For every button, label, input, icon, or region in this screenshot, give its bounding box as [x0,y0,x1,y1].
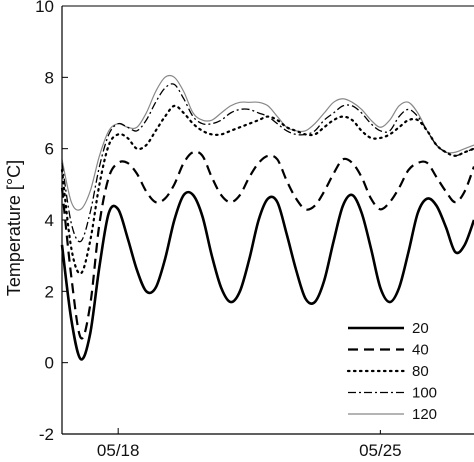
series-line-120 [61,74,474,211]
y-tick-label: 2 [45,282,54,301]
legend-label-40: 40 [412,342,429,359]
legend-label-20: 20 [412,320,429,337]
series-line-80 [60,104,474,275]
x-tick-label: 05/18 [97,441,140,460]
legend: 20 40 80 100 120 [338,316,472,430]
y-axis-label: Temperature [°C] [4,160,24,296]
y-tick-label: -2 [39,425,54,444]
legend-label-120: 120 [412,406,437,423]
x-tick-label: 05/25 [359,441,402,460]
series-line-20 [60,190,474,361]
series-layer [60,74,474,361]
y-tick-label: 4 [45,211,54,230]
y-tick-label: 0 [45,354,54,373]
legend-label-80: 80 [412,363,429,380]
y-tick-label: 6 [45,140,54,159]
y-tick-label: 10 [35,0,54,16]
series-line-40 [60,150,474,340]
legend-label-100: 100 [412,385,437,402]
ticks-layer: -2 0 2 4 6 8 10 05/18 05/25 [35,0,402,460]
legend-box [338,316,472,430]
y-tick-label: 8 [45,68,54,87]
